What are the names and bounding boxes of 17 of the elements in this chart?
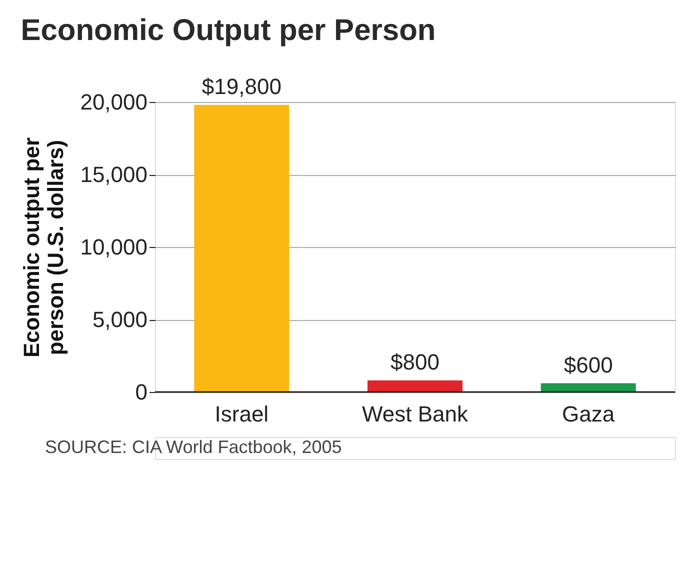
- x-tick-label: Gaza: [562, 402, 616, 426]
- y-tick-label: 10,000: [80, 234, 148, 260]
- x-tick-label: West Bank: [362, 402, 469, 426]
- source-note: SOURCE: CIA World Factbook, 2005: [45, 437, 342, 457]
- bar: [368, 380, 462, 392]
- data-label: $600: [564, 352, 613, 378]
- x-tick-label: Israel: [214, 402, 269, 426]
- bar: [194, 104, 290, 392]
- y-axis-title: Economic output per person (U.S. dollars): [19, 137, 68, 358]
- y-tick-label: 5,000: [92, 307, 148, 332]
- data-label: $800: [390, 349, 440, 374]
- chart-title: Economic Output per Person: [20, 14, 436, 47]
- y-tick-label: 0: [135, 380, 148, 404]
- y-tick-label: 15,000: [80, 162, 148, 187]
- y-tick-label: 20,000: [80, 90, 148, 114]
- bar: [540, 383, 636, 392]
- data-label: $19,800: [202, 74, 282, 99]
